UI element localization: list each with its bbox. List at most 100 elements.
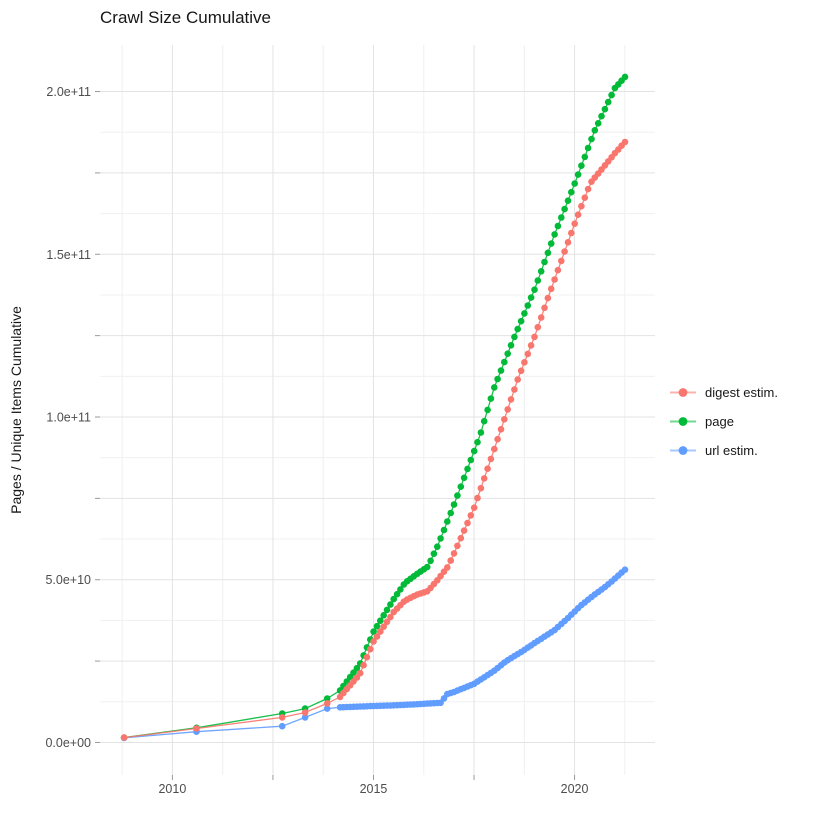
data-point (598, 112, 605, 120)
data-point (558, 214, 565, 221)
legend-item-digest-estim: digest estim. (668, 378, 778, 407)
data-point (383, 618, 391, 626)
data-point (423, 563, 431, 571)
data-point (554, 266, 562, 274)
series-line-url-estim- (124, 569, 626, 739)
data-point (353, 664, 361, 672)
data-point (323, 700, 331, 707)
data-point (460, 474, 468, 482)
legend-key-line-point-icon (670, 446, 696, 455)
data-point (534, 323, 542, 331)
data-point (621, 566, 629, 573)
data-point (323, 705, 331, 712)
data-point (457, 483, 465, 491)
legend-label: page (705, 414, 734, 429)
data-point (578, 162, 585, 169)
data-point (373, 622, 381, 630)
data-point (367, 645, 374, 653)
data-point (494, 375, 501, 383)
data-point (450, 501, 458, 508)
data-point (568, 229, 575, 237)
data-point (507, 396, 515, 403)
data-point (584, 144, 592, 152)
data-point (511, 386, 518, 393)
data-point (350, 669, 357, 676)
data-point (497, 426, 505, 433)
data-point (581, 153, 589, 161)
data-point (547, 285, 555, 293)
data-point (447, 557, 455, 564)
data-point (514, 325, 521, 333)
data-point (427, 557, 434, 565)
data-point (511, 333, 518, 341)
data-point (377, 628, 384, 635)
data-point (531, 286, 538, 294)
data-point (487, 395, 495, 402)
data-point (370, 638, 377, 645)
data-point (383, 606, 391, 614)
data-point (564, 197, 572, 204)
chart-title: Crawl Size Cumulative (100, 8, 271, 27)
data-point (440, 526, 448, 534)
data-point (561, 248, 568, 255)
data-point (554, 222, 562, 230)
data-point (484, 406, 491, 414)
data-point (464, 519, 471, 527)
data-point (504, 350, 512, 358)
data-point (574, 211, 582, 218)
data-point (491, 384, 498, 391)
data-point (480, 475, 488, 482)
data-point (434, 543, 441, 550)
data-point (501, 416, 508, 423)
data-point (387, 601, 394, 608)
data-point (591, 127, 599, 134)
data-point (380, 623, 388, 630)
data-point (584, 185, 592, 193)
data-point (356, 669, 364, 677)
data-point (514, 376, 521, 383)
data-point (377, 617, 384, 624)
data-point (437, 535, 444, 542)
data-point (521, 310, 528, 317)
legend: digest estim. page url estim. (668, 378, 778, 465)
legend-key-line-point-icon (670, 417, 696, 426)
data-point (380, 612, 388, 619)
data-point (467, 512, 475, 519)
legend-label: url estim. (705, 443, 758, 458)
data-point (568, 188, 575, 196)
y-tick-label: 2.0e+11 (46, 85, 91, 99)
data-point (571, 220, 578, 227)
y-axis-title: Pages / Unique Items Cumulative (8, 306, 24, 514)
data-point (460, 527, 468, 534)
data-point (387, 613, 394, 621)
data-point (604, 98, 612, 106)
data-point (601, 105, 609, 113)
data-point (450, 550, 458, 557)
data-point (120, 734, 128, 741)
data-point (370, 628, 377, 635)
data-point (480, 417, 488, 425)
data-point (521, 359, 528, 366)
data-point (564, 239, 572, 246)
data-point (531, 333, 538, 341)
data-point (360, 661, 367, 669)
data-point (477, 429, 485, 436)
data-point (517, 317, 525, 325)
y-tick-label: 0.0e+00 (45, 736, 91, 750)
data-point (551, 276, 558, 283)
data-point (581, 194, 589, 201)
data-point (608, 91, 615, 99)
y-tick-label: 1.5e+11 (46, 248, 91, 262)
data-point (544, 294, 552, 302)
data-point (393, 590, 401, 598)
y-tick-label: 5.0e+10 (45, 573, 91, 587)
x-tick-label: 2015 (360, 782, 388, 796)
data-point (497, 367, 505, 374)
data-point (477, 484, 485, 492)
data-point (474, 494, 481, 502)
data-point (494, 435, 501, 443)
data-point (397, 586, 404, 593)
data-point (524, 350, 532, 358)
